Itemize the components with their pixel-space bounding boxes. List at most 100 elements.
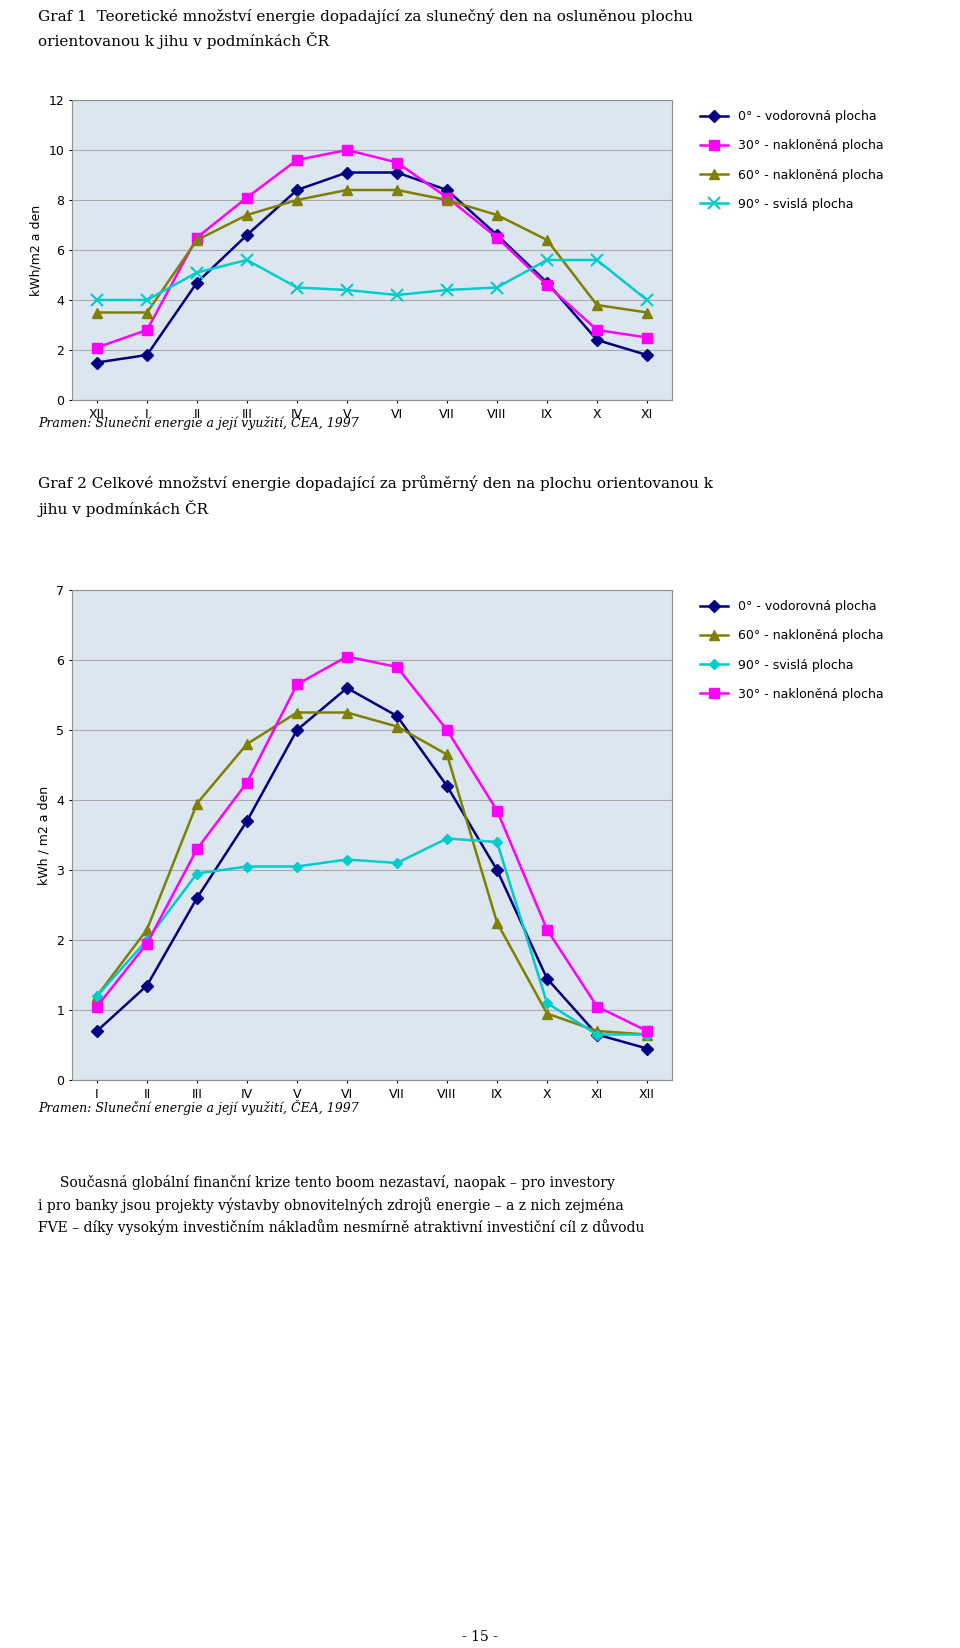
90° - svislá plocha bbox=[541, 994, 553, 1014]
0° - vodorovná plocha bbox=[341, 677, 352, 697]
Legend: 0° - vodorovná plocha, 30° - nakloněná plocha, 60° - nakloněná plocha, 90° - svi: 0° - vodorovná plocha, 30° - nakloněná p… bbox=[696, 105, 887, 214]
0° - vodorovná plocha bbox=[591, 330, 603, 349]
60° - nakloněná plocha bbox=[492, 913, 503, 933]
Text: jihu v podmínkách ČR: jihu v podmínkách ČR bbox=[38, 499, 208, 517]
0° - vodorovná plocha bbox=[492, 226, 503, 246]
90° - svislá plocha bbox=[641, 1025, 653, 1045]
60° - nakloněná plocha bbox=[141, 303, 153, 323]
30° - nakloněná plocha bbox=[442, 188, 453, 208]
Line: 60° - nakloněná plocha: 60° - nakloněná plocha bbox=[92, 185, 652, 318]
30° - nakloněná plocha bbox=[591, 997, 603, 1017]
30° - nakloněná plocha bbox=[291, 674, 302, 694]
30° - nakloněná plocha bbox=[141, 934, 153, 954]
60° - nakloněná plocha bbox=[442, 745, 453, 765]
60° - nakloněná plocha bbox=[241, 733, 252, 753]
90° - svislá plocha bbox=[492, 277, 503, 297]
Line: 30° - nakloněná plocha: 30° - nakloněná plocha bbox=[92, 145, 652, 353]
60° - nakloněná plocha bbox=[91, 303, 103, 323]
60° - nakloněná plocha bbox=[191, 231, 203, 250]
30° - nakloněná plocha bbox=[241, 188, 252, 208]
90° - svislá plocha bbox=[442, 280, 453, 300]
Y-axis label: kWh/m2 a den: kWh/m2 a den bbox=[30, 204, 43, 295]
60° - nakloněná plocha bbox=[291, 702, 302, 722]
90° - svislá plocha bbox=[641, 290, 653, 310]
60° - nakloněná plocha bbox=[141, 920, 153, 939]
90° - svislá plocha bbox=[541, 250, 553, 270]
0° - vodorovná plocha bbox=[442, 776, 453, 796]
0° - vodorovná plocha bbox=[191, 888, 203, 908]
30° - nakloněná plocha bbox=[191, 227, 203, 247]
Text: Pramen: Sluneční energie a její využití, ČEA, 1997: Pramen: Sluneční energie a její využití,… bbox=[38, 415, 359, 430]
0° - vodorovná plocha bbox=[641, 344, 653, 364]
60° - nakloněná plocha bbox=[341, 180, 352, 199]
0° - vodorovná plocha bbox=[541, 969, 553, 989]
60° - nakloněná plocha bbox=[91, 986, 103, 1005]
60° - nakloněná plocha bbox=[641, 1025, 653, 1045]
0° - vodorovná plocha bbox=[291, 720, 302, 740]
90° - svislá plocha bbox=[442, 829, 453, 849]
30° - nakloněná plocha bbox=[392, 153, 403, 173]
Text: Pramen: Sluneční energie a její využití, ČEA, 1997: Pramen: Sluneční energie a její využití,… bbox=[38, 1099, 359, 1116]
Text: Graf 2 Celkové množství energie dopadající za průměrný den na plochu orientovano: Graf 2 Celkové množství energie dopadají… bbox=[38, 475, 713, 491]
30° - nakloněná plocha bbox=[541, 920, 553, 939]
0° - vodorovná plocha bbox=[191, 272, 203, 292]
0° - vodorovná plocha bbox=[291, 180, 302, 199]
0° - vodorovná plocha bbox=[442, 180, 453, 199]
90° - svislá plocha bbox=[392, 854, 403, 873]
30° - nakloněná plocha bbox=[541, 275, 553, 295]
Line: 90° - svislá plocha: 90° - svislá plocha bbox=[93, 836, 651, 1038]
90° - svislá plocha bbox=[392, 285, 403, 305]
Text: orientovanou k jihu v podmínkách ČR: orientovanou k jihu v podmínkách ČR bbox=[38, 31, 329, 49]
60° - nakloněná plocha bbox=[241, 204, 252, 224]
60° - nakloněná plocha bbox=[392, 180, 403, 199]
0° - vodorovná plocha bbox=[392, 163, 403, 183]
Line: 60° - nakloněná plocha: 60° - nakloněná plocha bbox=[92, 707, 652, 1040]
60° - nakloněná plocha bbox=[541, 1004, 553, 1023]
60° - nakloněná plocha bbox=[392, 717, 403, 737]
0° - vodorovná plocha bbox=[591, 1025, 603, 1045]
30° - nakloněná plocha bbox=[341, 646, 352, 666]
90° - svislá plocha bbox=[91, 290, 103, 310]
Legend: 0° - vodorovná plocha, 60° - nakloněná plocha, 90° - svislá plocha, 30° - naklon: 0° - vodorovná plocha, 60° - nakloněná p… bbox=[696, 597, 887, 704]
60° - nakloněná plocha bbox=[492, 204, 503, 224]
90° - svislá plocha bbox=[141, 290, 153, 310]
0° - vodorovná plocha bbox=[91, 353, 103, 372]
60° - nakloněná plocha bbox=[591, 1022, 603, 1042]
30° - nakloněná plocha bbox=[641, 1022, 653, 1042]
Text: Současná globální finanční krize tento boom nezastaví, naopak – pro investory: Současná globální finanční krize tento b… bbox=[38, 1175, 615, 1190]
90° - svislá plocha bbox=[191, 864, 203, 883]
90° - svislá plocha bbox=[591, 1025, 603, 1045]
60° - nakloněná plocha bbox=[191, 794, 203, 814]
90° - svislá plocha bbox=[141, 929, 153, 949]
30° - nakloněná plocha bbox=[91, 338, 103, 358]
90° - svislá plocha bbox=[191, 262, 203, 282]
30° - nakloněná plocha bbox=[141, 320, 153, 339]
60° - nakloněná plocha bbox=[291, 190, 302, 209]
90° - svislá plocha bbox=[291, 857, 302, 877]
Line: 30° - nakloněná plocha: 30° - nakloněná plocha bbox=[92, 651, 652, 1037]
Y-axis label: kWh / m2 a den: kWh / m2 a den bbox=[37, 786, 51, 885]
30° - nakloněná plocha bbox=[91, 997, 103, 1017]
30° - nakloněná plocha bbox=[291, 150, 302, 170]
0° - vodorovná plocha bbox=[141, 976, 153, 995]
90° - svislá plocha bbox=[591, 250, 603, 270]
0° - vodorovná plocha bbox=[141, 344, 153, 364]
90° - svislá plocha bbox=[341, 280, 352, 300]
60° - nakloněná plocha bbox=[341, 702, 352, 722]
30° - nakloněná plocha bbox=[591, 320, 603, 339]
30° - nakloněná plocha bbox=[442, 720, 453, 740]
0° - vodorovná plocha bbox=[392, 705, 403, 725]
90° - svislá plocha bbox=[241, 250, 252, 270]
0° - vodorovná plocha bbox=[341, 163, 352, 183]
30° - nakloněná plocha bbox=[641, 328, 653, 348]
0° - vodorovná plocha bbox=[641, 1038, 653, 1058]
90° - svislá plocha bbox=[91, 986, 103, 1005]
30° - nakloněná plocha bbox=[191, 839, 203, 859]
0° - vodorovná plocha bbox=[241, 226, 252, 246]
60° - nakloněná plocha bbox=[442, 190, 453, 209]
Text: FVE – díky vysokým investičním nákladům nesmírně atraktivní investiční cíl z dův: FVE – díky vysokým investičním nákladům … bbox=[38, 1220, 645, 1234]
30° - nakloněná plocha bbox=[492, 227, 503, 247]
90° - svislá plocha bbox=[241, 857, 252, 877]
30° - nakloněná plocha bbox=[392, 658, 403, 677]
Text: Graf 1  Teoretické množství energie dopadající za slunečný den na osluněnou ploc: Graf 1 Teoretické množství energie dopad… bbox=[38, 8, 693, 23]
